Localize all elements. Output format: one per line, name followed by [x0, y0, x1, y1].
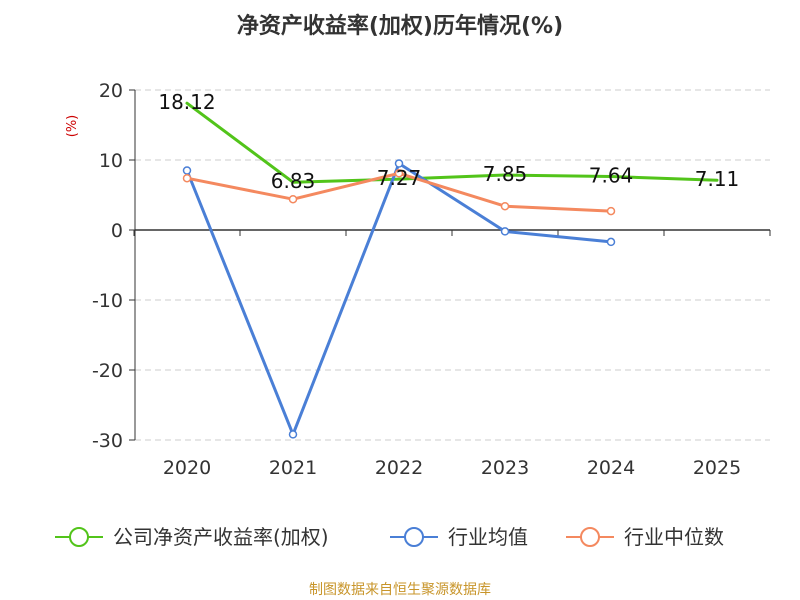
x-tick-label: 2024 [587, 457, 635, 479]
data-point [182, 173, 192, 183]
data-label: 7.11 [695, 167, 740, 191]
y-tick-label: 20 [99, 80, 123, 102]
axes: 20 10 0 -10 -20 -30 2020 2021 2022 2023 2024 2025 [92, 80, 771, 479]
y-tick-label: -20 [92, 360, 123, 382]
grid-lines [135, 89, 770, 441]
data-label: 18.12 [158, 90, 215, 114]
y-axis-label: (%) [65, 115, 80, 138]
data-point [288, 430, 298, 439]
series-line [185, 101, 719, 184]
legend-label: 行业均值 [448, 525, 528, 549]
legend-marker [580, 527, 600, 547]
data-point [606, 206, 616, 216]
data-point [394, 169, 404, 178]
y-tick-label: -30 [92, 430, 123, 452]
x-tick-label: 2020 [163, 457, 211, 479]
y-tick-label: 0 [111, 220, 123, 242]
data-label: 6.83 [271, 169, 316, 193]
data-point [500, 201, 510, 211]
data-label: 7.64 [589, 164, 634, 188]
data-point [288, 194, 298, 204]
series-markers [182, 159, 616, 439]
x-tick-label: 2025 [693, 457, 741, 479]
legend-label: 公司净资产收益率(加权) [113, 525, 329, 549]
chart-title: 净资产收益率(加权)历年情况(%) [237, 13, 563, 39]
data-point [606, 237, 616, 247]
x-tick-label: 2021 [269, 457, 317, 479]
data-label: 7.85 [483, 162, 528, 186]
y-tick-label: 10 [99, 150, 123, 172]
legend-marker [69, 527, 89, 547]
source-note: 制图数据来自恒生聚源数据库 [309, 582, 491, 598]
data-point [394, 159, 404, 168]
x-tick-label: 2023 [481, 457, 529, 479]
data-label: 7.27 [377, 166, 422, 190]
data-point [182, 166, 192, 175]
data-point [500, 227, 510, 236]
x-tick-label: 2022 [375, 457, 423, 479]
legend: 公司净资产收益率(加权) 行业均值 行业中位数 [55, 525, 724, 549]
legend-marker [404, 527, 424, 547]
series-lines [185, 101, 719, 436]
legend-label: 行业中位数 [624, 525, 724, 549]
y-tick-label: -10 [92, 290, 123, 312]
data-labels: 18.12 6.83 7.27 7.85 7.64 7.11 [158, 90, 739, 193]
series-line [185, 162, 613, 436]
